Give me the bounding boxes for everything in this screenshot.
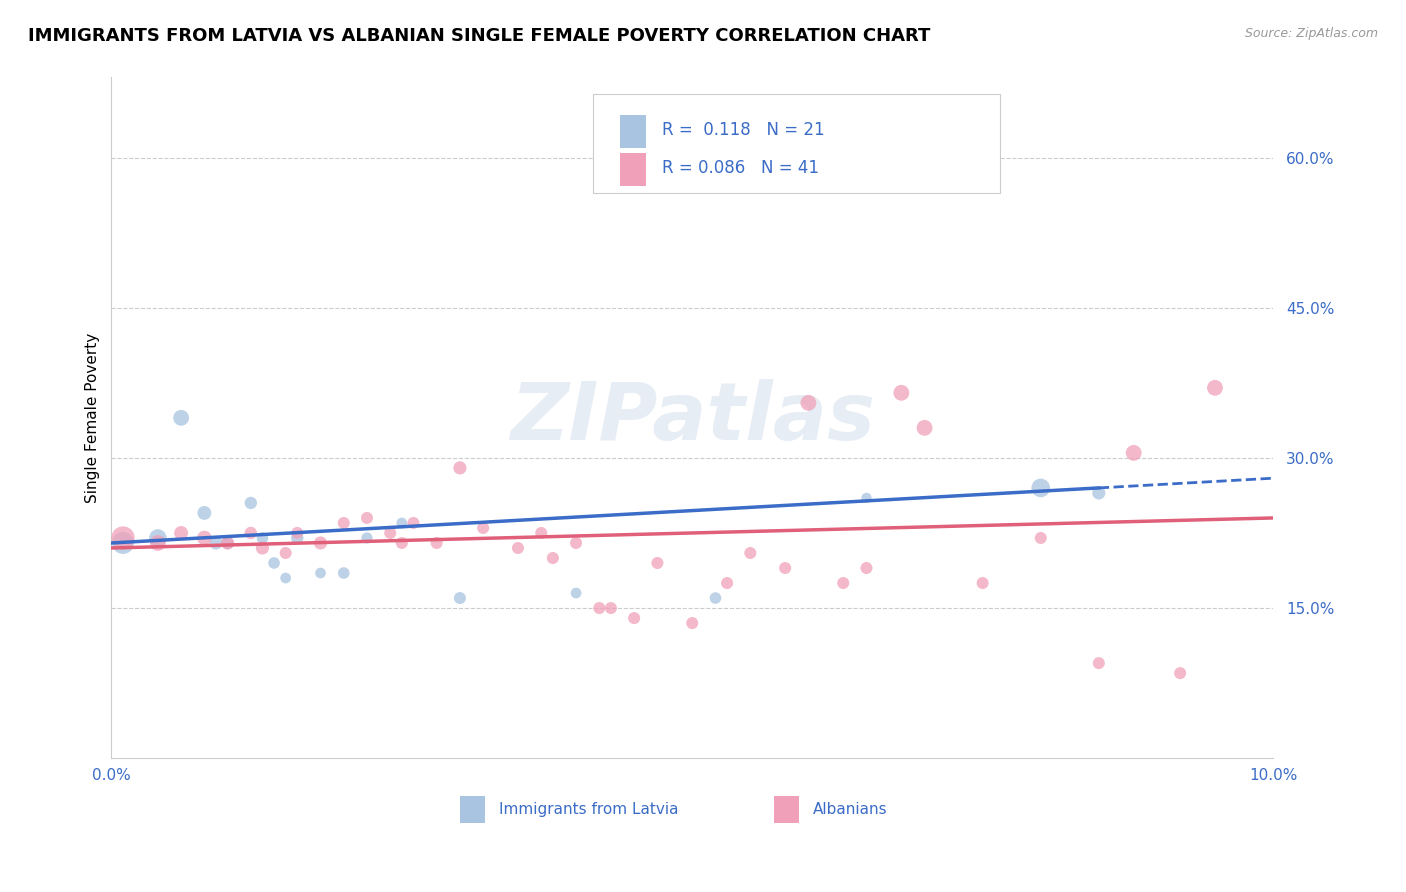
Point bbox=[309, 536, 332, 550]
Point bbox=[530, 525, 553, 540]
Point bbox=[855, 561, 877, 575]
Point bbox=[274, 571, 297, 585]
FancyBboxPatch shape bbox=[620, 153, 645, 186]
Point bbox=[332, 516, 354, 530]
Point bbox=[890, 385, 912, 400]
Point bbox=[1204, 381, 1226, 395]
Point bbox=[170, 525, 193, 540]
Point bbox=[600, 601, 623, 615]
Point bbox=[449, 461, 471, 475]
Text: ZIPatlas: ZIPatlas bbox=[510, 379, 875, 457]
Point bbox=[205, 536, 228, 550]
Point bbox=[146, 536, 169, 550]
Point bbox=[239, 525, 262, 540]
Point bbox=[217, 536, 239, 550]
FancyBboxPatch shape bbox=[593, 95, 1000, 194]
Point bbox=[565, 536, 588, 550]
Point bbox=[773, 561, 796, 575]
Point bbox=[112, 531, 135, 545]
Text: Source: ZipAtlas.com: Source: ZipAtlas.com bbox=[1244, 27, 1378, 40]
Point bbox=[855, 491, 877, 505]
Point bbox=[285, 531, 308, 545]
Point bbox=[252, 531, 274, 545]
Point bbox=[332, 566, 354, 580]
Text: R =  0.118   N = 21: R = 0.118 N = 21 bbox=[662, 120, 825, 139]
Point bbox=[565, 586, 588, 600]
Point bbox=[170, 410, 193, 425]
Point bbox=[681, 616, 703, 631]
Point bbox=[193, 506, 215, 520]
Y-axis label: Single Female Poverty: Single Female Poverty bbox=[86, 333, 100, 503]
Point bbox=[239, 496, 262, 510]
Point bbox=[426, 536, 449, 550]
Point bbox=[263, 556, 285, 570]
Point bbox=[588, 601, 610, 615]
Point bbox=[391, 536, 413, 550]
Point bbox=[972, 576, 994, 591]
Text: Albanians: Albanians bbox=[813, 802, 887, 817]
Point bbox=[797, 396, 820, 410]
Point bbox=[832, 576, 855, 591]
Point bbox=[1029, 531, 1052, 545]
Point bbox=[391, 516, 413, 530]
Point bbox=[402, 516, 425, 530]
Point bbox=[506, 541, 529, 555]
Point bbox=[541, 551, 564, 566]
Point bbox=[1088, 486, 1111, 500]
Point bbox=[647, 556, 669, 570]
Point bbox=[309, 566, 332, 580]
Text: Immigrants from Latvia: Immigrants from Latvia bbox=[499, 802, 679, 817]
Point bbox=[356, 531, 378, 545]
Point bbox=[112, 536, 135, 550]
Point bbox=[252, 541, 274, 555]
Point bbox=[274, 546, 297, 560]
Point bbox=[380, 525, 402, 540]
Point bbox=[146, 531, 169, 545]
Point bbox=[704, 591, 727, 605]
Point bbox=[623, 611, 645, 625]
Point bbox=[356, 511, 378, 525]
FancyBboxPatch shape bbox=[460, 796, 485, 823]
Text: R = 0.086   N = 41: R = 0.086 N = 41 bbox=[662, 159, 820, 177]
Point bbox=[1122, 446, 1144, 460]
Point bbox=[472, 521, 495, 535]
Point bbox=[285, 525, 308, 540]
FancyBboxPatch shape bbox=[620, 115, 645, 147]
Point bbox=[217, 536, 239, 550]
Point bbox=[914, 421, 936, 435]
Point bbox=[740, 546, 762, 560]
Point bbox=[449, 591, 471, 605]
Point bbox=[716, 576, 738, 591]
Point bbox=[193, 531, 215, 545]
Point bbox=[1168, 666, 1191, 681]
Point bbox=[1029, 481, 1052, 495]
Text: IMMIGRANTS FROM LATVIA VS ALBANIAN SINGLE FEMALE POVERTY CORRELATION CHART: IMMIGRANTS FROM LATVIA VS ALBANIAN SINGL… bbox=[28, 27, 931, 45]
Point bbox=[1088, 656, 1111, 670]
FancyBboxPatch shape bbox=[773, 796, 799, 823]
